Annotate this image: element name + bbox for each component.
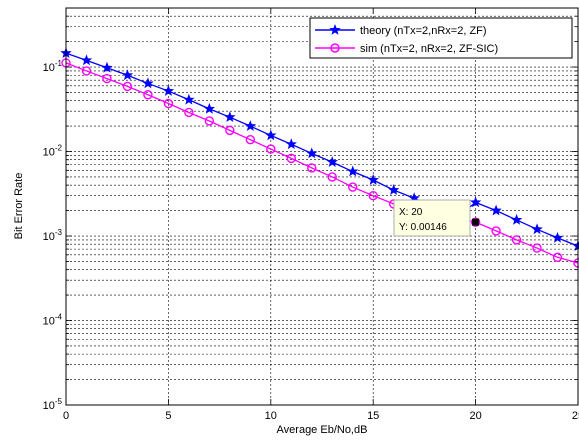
series-point-theory bbox=[347, 165, 359, 177]
series-point-theory bbox=[490, 204, 502, 216]
series-point-sim bbox=[368, 191, 378, 201]
series-point-sim bbox=[163, 98, 174, 109]
x-tick-label: 25 bbox=[572, 410, 579, 422]
series-point-sim bbox=[266, 144, 276, 154]
series-point-theory bbox=[101, 61, 113, 73]
x-tick-label: 10 bbox=[265, 410, 277, 422]
y-tick-label: 10-4 bbox=[43, 313, 63, 328]
x-tick-label: 20 bbox=[469, 410, 481, 422]
series-point-sim bbox=[532, 243, 542, 253]
datatip[interactable]: X: 20 Y: 0.00146 bbox=[393, 199, 480, 237]
legend-marker-star bbox=[329, 24, 341, 35]
legend-marker-circle bbox=[330, 43, 340, 53]
series-point-theory bbox=[531, 223, 543, 235]
x-axis-label: Average Eb/No,dB bbox=[277, 424, 368, 436]
series-point-theory bbox=[469, 196, 482, 208]
x-tick-label: 5 bbox=[165, 410, 171, 422]
x-tick-labels: 0 5 10 15 20 25 bbox=[63, 410, 579, 422]
y-axis-label: Bit Error Rate bbox=[13, 173, 25, 240]
datatip-x-text: X: 20 bbox=[399, 207, 423, 218]
series-point-theory bbox=[572, 240, 579, 251]
legend-box bbox=[309, 17, 573, 59]
series-point-sim bbox=[491, 226, 501, 236]
series-point-theory bbox=[80, 54, 93, 66]
series-point-sim bbox=[327, 172, 337, 182]
y-tick-label: 10-1 bbox=[43, 59, 63, 74]
series-point-sim bbox=[81, 66, 92, 76]
series-point-sim bbox=[470, 217, 481, 227]
series-point-theory bbox=[244, 120, 257, 131]
y-tick-label: 10-2 bbox=[43, 144, 63, 159]
y-tick-label: 10-5 bbox=[43, 397, 63, 412]
series-point-theory bbox=[367, 174, 379, 185]
series-point-theory bbox=[306, 147, 318, 159]
y-tick-labels: 10-1 10-2 10-3 10-4 10-5 bbox=[43, 59, 63, 412]
series-point-sim bbox=[511, 235, 522, 245]
legend-label-theory: theory (nTx=2,nRx=2, ZF) bbox=[360, 25, 487, 37]
legend-label-sim: sim (nTx=2, nRx=2, ZF-SIC) bbox=[360, 43, 498, 55]
datatip-box bbox=[393, 199, 471, 237]
series-point-sim bbox=[102, 73, 112, 84]
legend: theory (nTx=2,nRx=2, ZF) sim (nTx=2, nRx… bbox=[309, 17, 573, 59]
series-point-sim bbox=[225, 125, 235, 136]
plot-background bbox=[66, 8, 578, 405]
series-point-theory bbox=[121, 69, 134, 81]
series-point-sim bbox=[122, 81, 133, 92]
series-point-theory bbox=[326, 156, 338, 167]
datatip-y-text: Y: 0.00146 bbox=[399, 222, 447, 233]
series-point-theory bbox=[265, 129, 277, 141]
plot-frame bbox=[65, 7, 579, 406]
y-tick-label: 10-3 bbox=[43, 228, 63, 243]
series-point-sim bbox=[348, 182, 358, 192]
x-tick-label: 15 bbox=[367, 410, 379, 422]
series-point-sim bbox=[307, 163, 317, 173]
ticks bbox=[65, 8, 579, 405]
series-point-theory bbox=[510, 213, 523, 225]
series-point-theory bbox=[203, 102, 216, 114]
series-point-theory bbox=[183, 93, 195, 105]
series-point-theory bbox=[387, 184, 400, 195]
series-point-sim bbox=[143, 90, 153, 100]
datatip-marker bbox=[472, 218, 480, 226]
series-point-theory bbox=[224, 111, 236, 123]
series-point-theory bbox=[142, 77, 154, 89]
series-point-theory bbox=[408, 192, 420, 204]
series-point-theory bbox=[162, 85, 175, 96]
series-point-sim bbox=[184, 107, 194, 118]
series-point-theory bbox=[285, 138, 297, 150]
series-point-theory bbox=[551, 231, 564, 243]
x-tick-label: 0 bbox=[63, 410, 69, 422]
series-point-sim bbox=[286, 153, 296, 164]
series-point-sim bbox=[245, 135, 256, 145]
series-point-sim bbox=[204, 116, 215, 126]
series-point-sim bbox=[552, 252, 563, 263]
